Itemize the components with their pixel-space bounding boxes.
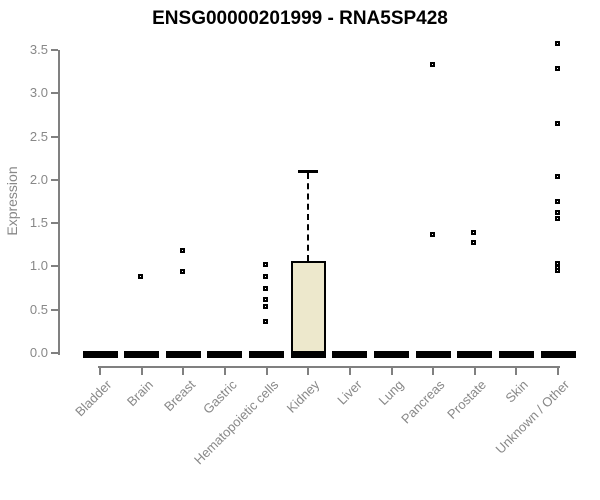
median-bar (124, 350, 160, 358)
y-tick-label: 2.5 (29, 128, 48, 144)
y-tick-label: 2.0 (29, 171, 48, 187)
median-bar (165, 350, 201, 358)
x-category-label: Breast (160, 377, 198, 415)
median-bar (457, 350, 493, 358)
plot-title: ENSG00000201999 - RNA5SP428 (152, 8, 448, 29)
x-category-label: Lung (375, 377, 407, 409)
median-bar (82, 350, 118, 358)
median-bar (290, 350, 326, 358)
y-tick (51, 265, 58, 268)
y-tick (51, 178, 58, 181)
outlier-point (179, 269, 185, 275)
median-bar (374, 350, 409, 358)
x-category-label: Bladder (72, 377, 115, 420)
outlier-point (263, 303, 268, 309)
whisker-line (307, 173, 310, 262)
x-axis-line (98, 366, 560, 368)
y-tick (51, 92, 58, 95)
median-bar (249, 350, 284, 358)
x-category-label: Skin (502, 377, 532, 406)
y-tick (51, 352, 58, 354)
outlier-point (263, 296, 268, 302)
y-tick-label: 3.0 (29, 85, 48, 101)
outlier-point (263, 286, 268, 292)
whisker-cap (298, 170, 319, 173)
y-tick (51, 308, 58, 311)
x-tick (265, 367, 268, 375)
outlier-point (554, 173, 560, 179)
x-tick (390, 367, 393, 375)
outlier-point (554, 199, 560, 204)
outlier-point (263, 273, 268, 279)
median-bar (207, 350, 243, 358)
y-tick-label: 3.5 (29, 42, 48, 57)
outlier-point (554, 121, 560, 127)
x-tick (557, 367, 559, 375)
y-axis-label: Expression (4, 166, 20, 236)
x-category-label: Kidney (284, 377, 323, 416)
x-category-label: Brain (124, 377, 157, 410)
outlier-point (554, 210, 560, 216)
outlier-point (554, 216, 560, 222)
y-tick-label: 1.0 (29, 258, 48, 274)
x-tick (473, 367, 476, 375)
y-tick-label: 0.5 (29, 301, 48, 317)
y-tick-label: 1.5 (29, 215, 48, 231)
outlier-point (554, 65, 560, 71)
outlier-point (471, 230, 477, 236)
median-bar (415, 350, 451, 358)
outlier-point (179, 247, 185, 253)
median-bar (498, 350, 534, 358)
outlier-point (429, 62, 435, 68)
x-tick (515, 367, 518, 375)
outlier-point (554, 268, 560, 274)
outlier-point (429, 231, 435, 237)
outlier-point (138, 274, 144, 280)
median-bar (540, 350, 576, 358)
outlier-point (554, 260, 560, 266)
x-tick (307, 367, 310, 375)
x-tick (223, 367, 226, 375)
y-tick (51, 222, 58, 225)
x-category-label: Gastric (199, 377, 240, 417)
y-tick (51, 135, 58, 138)
x-tick (140, 367, 143, 375)
x-category-label: Unknown / Other (493, 377, 573, 457)
median-bar (332, 350, 368, 358)
x-tick (348, 367, 351, 375)
outlier-point (471, 239, 477, 245)
outlier-point (263, 319, 268, 325)
outlier-point (554, 40, 560, 46)
x-tick (99, 367, 101, 375)
x-tick (182, 367, 185, 375)
x-tick (432, 367, 435, 375)
y-tick-label: 0.0 (29, 345, 48, 360)
box-rect (290, 261, 326, 354)
x-category-label: Liver (333, 377, 365, 408)
y-tick (51, 49, 58, 51)
outlier-point (263, 262, 268, 268)
x-category-label: Prostate (444, 377, 490, 422)
x-category-label: Pancreas (398, 377, 448, 427)
y-axis-line (58, 50, 60, 355)
